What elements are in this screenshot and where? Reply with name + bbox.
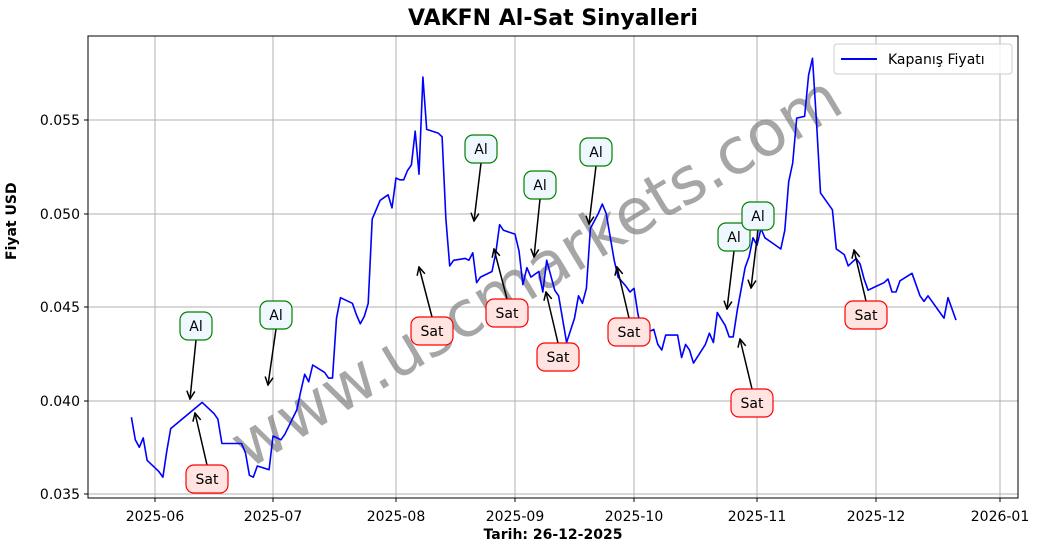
y-tick-label: 0.055: [40, 113, 80, 129]
sell-label-box: [185, 464, 229, 494]
buy-label-text: Al: [269, 308, 282, 324]
sell-signal-annotation: Sat: [844, 250, 888, 330]
x-tick-label: 2025-06: [126, 509, 185, 525]
axis-ticks: 2025-06 2025-07 2025-08 2025-09 2025-10 2025-…: [40, 113, 1029, 525]
sell-label-box: [410, 316, 454, 346]
signal-arrow: [854, 250, 867, 302]
plot-frame: [87, 35, 1019, 499]
sell-label-text: Sat: [855, 308, 878, 324]
buy-label-box: [179, 311, 213, 341]
x-tick-label: 2026-01: [971, 509, 1030, 525]
buy-label-box: [717, 222, 751, 252]
price-line-series: [130, 57, 957, 479]
sell-label-box: [485, 298, 529, 328]
signal-arrow: [494, 249, 508, 300]
x-axis-label: Tarih: 26-12-2025: [483, 527, 623, 543]
sell-label-box: [844, 300, 888, 330]
grid-lines: [88, 36, 1018, 498]
sell-signal-annotation: Sat: [536, 292, 580, 372]
x-tick-label: 2025-09: [486, 509, 545, 525]
buy-signal-annotation: Al: [523, 170, 557, 257]
y-tick-label: 0.040: [40, 394, 80, 410]
buy-label-text: Al: [474, 142, 487, 158]
signal-arrow: [195, 413, 208, 466]
buy-signal-annotation: Al: [717, 222, 751, 309]
buy-label-box: [259, 300, 293, 330]
buy-signal-annotation: Al: [741, 201, 775, 288]
x-tick-label: 2025-07: [244, 509, 303, 525]
x-tick-label: 2025-10: [605, 509, 664, 525]
sell-label-text: Sat: [421, 324, 444, 340]
legend-box: [833, 43, 1013, 75]
legend-label: Kapanış Fiyatı: [888, 52, 985, 68]
buy-label-text: Al: [589, 145, 602, 161]
legend: Kapanış Fiyatı: [833, 43, 1013, 75]
sell-label-text: Sat: [196, 472, 219, 488]
sell-signal-annotation: Sat: [607, 267, 651, 347]
signal-arrow: [546, 292, 559, 344]
buy-label-text: Al: [533, 178, 546, 194]
signal-annotations: Al Sat Al Sat Al Sat Al Sat Al Sat Al Sat Al Sat: [179, 134, 888, 494]
watermark: www.uscmarkets.com: [218, 61, 854, 484]
signal-arrow: [534, 198, 541, 257]
price-line: [130, 57, 957, 479]
buy-signal-annotation: Al: [259, 300, 293, 385]
signal-arrow: [474, 162, 482, 221]
buy-signal-annotation: Al: [464, 134, 498, 221]
sell-signal-annotation: Sat: [485, 249, 529, 328]
watermark-text: www.uscmarkets.com: [218, 61, 854, 484]
sell-label-box: [536, 342, 580, 372]
chart-title: VAKFN Al-Sat Sinyalleri: [408, 6, 698, 31]
signal-arrow: [751, 229, 759, 288]
x-tick-label: 2025-12: [847, 509, 906, 525]
sell-label-text: Sat: [618, 325, 641, 341]
buy-signal-annotation: Al: [579, 137, 613, 224]
buy-label-box: [523, 170, 557, 200]
sell-label-box: [607, 317, 651, 347]
signal-arrow: [589, 165, 597, 224]
buy-label-text: Al: [727, 230, 740, 246]
y-tick-label: 0.050: [40, 207, 80, 223]
sell-signal-annotation: Sat: [410, 267, 454, 346]
sell-label-text: Sat: [547, 350, 570, 366]
x-tick-label: 2025-08: [367, 509, 426, 525]
y-tick-label: 0.035: [40, 487, 80, 503]
sell-signal-annotation: Sat: [185, 413, 229, 494]
sell-signal-annotation: Sat: [730, 339, 774, 418]
buy-label-text: Al: [751, 209, 764, 225]
buy-label-box: [741, 201, 775, 231]
sell-label-box: [730, 388, 774, 418]
signal-arrow: [740, 339, 753, 390]
signal-arrow: [190, 339, 197, 399]
buy-label-box: [579, 137, 613, 167]
sell-label-text: Sat: [741, 396, 764, 412]
y-tick-label: 0.045: [40, 300, 80, 316]
buy-label-box: [464, 134, 498, 164]
buy-signal-annotation: Al: [179, 311, 213, 399]
x-tick-label: 2025-11: [728, 509, 787, 525]
signal-arrow: [419, 267, 433, 318]
signal-arrow: [268, 328, 277, 385]
signal-arrow: [617, 267, 630, 319]
signal-arrow: [727, 250, 735, 309]
buy-label-text: Al: [189, 319, 202, 335]
sell-label-text: Sat: [496, 306, 519, 322]
